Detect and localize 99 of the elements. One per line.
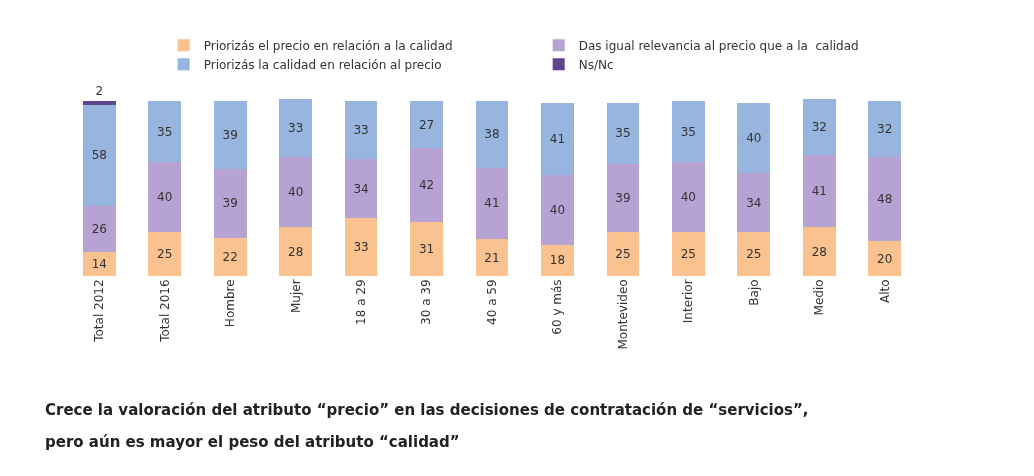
data-label: 22 [222,249,238,264]
data-label: 33 [287,121,304,136]
bar [344,101,378,159]
bar [802,99,836,156]
bar [672,232,705,276]
data-label: 39 [222,196,238,211]
data-label: 20 [877,251,893,266]
x-tick-label: Montevideo [615,279,630,350]
data-label: 48 [877,192,893,207]
text: pero aún es mayor el peso del atributo “calidad” [45,433,460,451]
bar [606,164,640,233]
bar [737,102,771,173]
data-label: 28 [811,244,827,259]
data-label: 27 [418,117,435,132]
bar [606,102,640,165]
x-tick-label: 18 a 29 [353,279,368,325]
x-tick-label: 60 y más [550,279,565,335]
x-tick-label: Medio [812,279,827,316]
bar [737,232,771,276]
bar [148,101,182,163]
bar [213,101,247,170]
data-label: 40 [680,190,697,205]
x-tick-label: Mujer [288,279,303,314]
x-tick-label: Hombre [223,279,238,328]
bar [82,251,116,276]
bar [737,172,771,233]
data-label: 41 [811,184,827,199]
data-label: 25 [746,247,762,262]
bar [82,101,116,105]
bar [279,227,312,276]
data-label: 32 [811,120,827,135]
bar [475,239,509,276]
bar [475,101,509,168]
bar [475,167,509,240]
data-label: 35 [615,126,631,141]
bar [344,218,378,276]
legend-label: Priorizás el precio en relación a la calidad [203,39,453,54]
bar [148,232,182,276]
bar [344,158,378,219]
data-label: 31 [418,241,435,256]
text: Crece la valoración del atributo “precio” en las decisiones de contratación de “servicios”, [45,401,809,419]
data-label: 58 [91,148,107,163]
bar [868,101,902,158]
bar [606,232,640,276]
data-label: 42 [418,178,435,193]
data-label: 40 [549,202,566,217]
data-label: 25 [157,247,173,262]
bar [410,221,443,276]
data-label: 41 [549,131,566,146]
legend-label: Ns/Nc [578,58,614,73]
bar [213,237,247,276]
data-label: 33 [353,122,369,137]
bar [410,148,443,222]
data-label: 25 [680,247,697,262]
data-label: 39 [222,128,238,143]
bar [802,155,836,228]
data-label: 2 [95,84,104,99]
bar [802,227,836,276]
bar [672,162,705,233]
data-label: 33 [353,240,369,255]
data-label: 32 [877,122,893,137]
x-tick-label: Interior [681,279,696,324]
bar [148,162,182,233]
bar [410,101,443,149]
x-tick-label: 30 a 39 [419,279,434,325]
data-label: 34 [746,195,762,210]
data-label: 14 [91,256,107,271]
bar [541,244,574,276]
bar [82,104,116,207]
data-label: 18 [549,253,566,268]
data-label: 38 [484,127,500,142]
bar [213,169,247,238]
bar [868,157,902,242]
data-label: 28 [287,244,304,259]
x-tick-label: 40 a 59 [484,279,499,325]
data-label: 40 [746,130,762,145]
bar [279,157,312,228]
data-label: 41 [484,196,500,211]
data-label: 40 [157,190,173,205]
bar [279,99,312,158]
x-tick-label: Alto [877,279,892,303]
bar [541,174,574,245]
data-label: 35 [157,124,173,139]
data-label: 25 [615,247,631,262]
bar [868,241,902,276]
data-label: 35 [680,124,697,139]
x-tick-label: Total 2012 [92,279,107,343]
legend-label: Das igual relevancia al precio que a la calidad [578,39,859,54]
bar [82,206,116,252]
x-tick-label: Total 2016 [157,279,172,343]
data-label: 39 [615,191,631,206]
bar [541,102,574,175]
data-label: 26 [91,221,107,236]
legend-label: Priorizás la calidad en relación al precio [203,58,442,73]
x-tick-label: Bajo [746,279,761,306]
data-label: 40 [287,185,304,200]
data-label: 34 [353,181,369,196]
data-label: 21 [484,250,500,265]
bar [672,101,705,163]
